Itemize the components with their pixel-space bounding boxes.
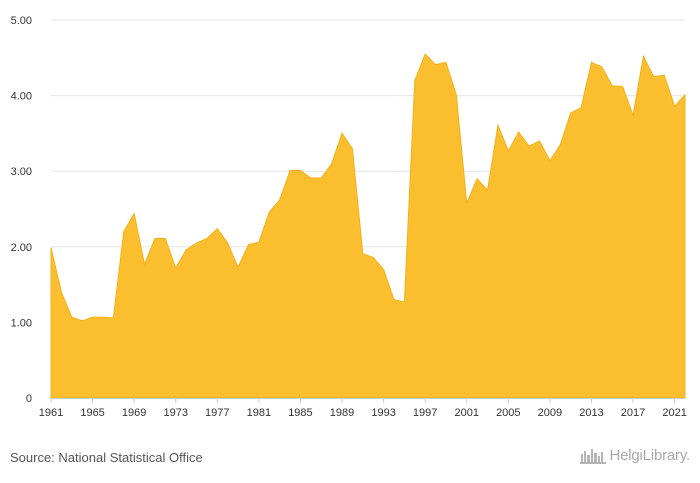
y-tick-label: 4.00	[11, 91, 32, 103]
x-tick-label: 1961	[39, 407, 63, 419]
x-tick-label: 1969	[122, 407, 146, 419]
x-tick-label: 2021	[662, 407, 686, 419]
series-area	[50, 53, 686, 399]
helgilibrary-logo[interactable]: HelgiLibrary.	[579, 446, 691, 464]
x-tick-label: 2009	[538, 407, 562, 419]
x-tick-label: 1973	[163, 407, 187, 419]
x-tick-label: 1977	[205, 407, 229, 419]
x-tick-label: 2017	[621, 407, 645, 419]
x-tick-label: 1965	[80, 407, 104, 419]
x-tick-label: 2005	[496, 407, 520, 419]
x-tick-label: 1989	[330, 407, 354, 419]
source-note: Source: National Statistical Office	[10, 450, 203, 465]
x-tick-label: 1985	[288, 407, 312, 419]
y-tick-label: 3.00	[11, 166, 32, 178]
x-tick-label: 1997	[413, 407, 437, 419]
y-tick-label: 2.00	[11, 242, 32, 254]
factory-skyline-icon	[579, 449, 606, 464]
y-tick-label: 0	[26, 393, 32, 405]
x-axis: 1961 1965 1969 1973 1977 1981 1985 1989 1993 1997…	[39, 398, 687, 419]
x-tick-label: 1981	[247, 407, 271, 419]
y-tick-label: 5.00	[11, 15, 32, 27]
y-tick-label: 1.00	[11, 317, 32, 329]
area-chart: 01.002.003.004.005.00 1961 1965 1969 1973 19…	[11, 15, 687, 419]
x-tick-label: 2013	[579, 407, 603, 419]
y-axis: 0 1.00 2.00 3.00 4.00 5.00	[11, 15, 32, 405]
x-tick-label: 1993	[371, 407, 395, 419]
x-tick-label: 2001	[454, 407, 478, 419]
logo-text: HelgiLibrary.	[609, 446, 691, 464]
